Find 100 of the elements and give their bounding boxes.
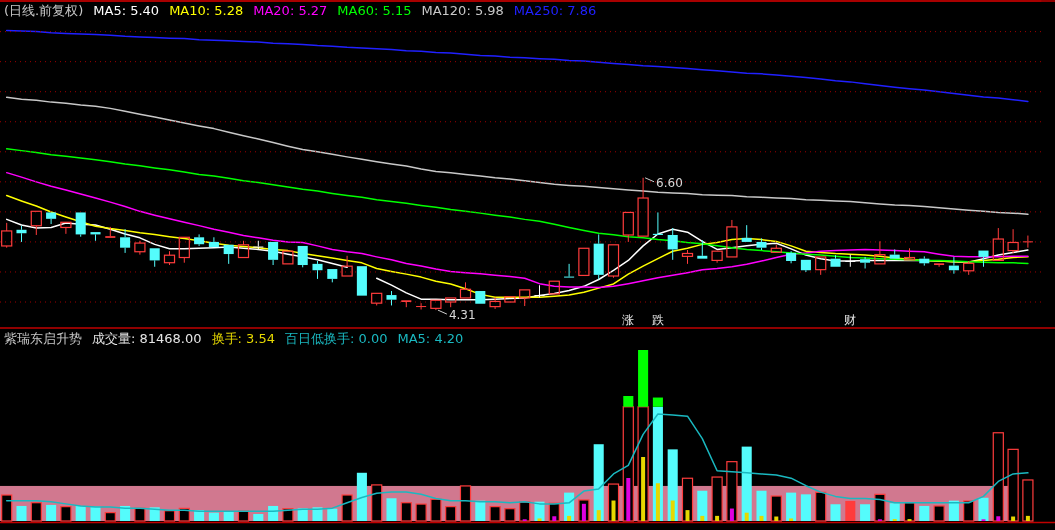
bar (889, 503, 900, 521)
text: MA5: 4.20 (397, 331, 464, 346)
bar (459, 485, 472, 522)
candlestick (401, 300, 412, 308)
bar (978, 497, 989, 521)
bar (593, 444, 604, 521)
bar (1022, 479, 1034, 522)
bar (715, 515, 720, 521)
bar (638, 350, 649, 407)
annotation: 4.31 (448, 308, 476, 323)
bar (163, 510, 176, 522)
candlestick (341, 255, 353, 277)
chart-title: 紫瑞东启升势 (4, 331, 82, 346)
candlestick (16, 225, 27, 243)
bar (623, 396, 634, 407)
candlestick (903, 247, 916, 261)
candlestick (934, 263, 945, 268)
text: MA5: 5.40 (93, 3, 160, 18)
bar (415, 503, 427, 522)
text: 百日低换手: 0.00 (285, 331, 388, 346)
bar (475, 500, 486, 521)
bar (178, 507, 190, 522)
bar (567, 515, 572, 521)
bar (1, 494, 13, 522)
candlestick (800, 259, 811, 273)
bar (386, 498, 397, 521)
bar (327, 508, 338, 521)
bar (30, 502, 42, 522)
candlestick (637, 177, 649, 237)
candlestick (1007, 228, 1019, 254)
candlestick (711, 250, 723, 264)
bar (134, 507, 146, 522)
candlestick (327, 269, 338, 283)
candlestick (830, 254, 841, 267)
category-label: 涨 (622, 313, 635, 327)
candlestick (548, 280, 560, 295)
candlestick (860, 256, 871, 269)
bar (800, 494, 811, 521)
bar (933, 505, 945, 522)
text: MA60: 5.15 (337, 3, 412, 18)
candlestick (815, 256, 827, 276)
candlestick (194, 233, 205, 247)
bar (641, 457, 646, 521)
candlestick (475, 291, 486, 304)
bar (700, 515, 705, 521)
candlestick (697, 239, 708, 259)
text: MA120: 5.98 (421, 3, 504, 18)
candlestick (845, 254, 856, 268)
bar (1025, 515, 1030, 521)
candlestick (741, 224, 752, 242)
bar (268, 505, 279, 521)
bar (845, 500, 856, 521)
candlestick (963, 260, 975, 276)
candlestick (282, 250, 294, 265)
text: MA20: 5.27 (253, 3, 328, 18)
bar (830, 504, 841, 521)
bar (860, 504, 871, 521)
candlestick (534, 284, 545, 298)
bar (744, 512, 749, 521)
bar (667, 449, 678, 521)
bar (741, 446, 752, 521)
bar (400, 502, 412, 522)
bar (504, 508, 516, 522)
candlestick (681, 249, 694, 265)
candlestick (889, 248, 900, 259)
bar (519, 501, 531, 522)
candlestick (105, 226, 116, 238)
bar (729, 508, 734, 521)
candlestick (726, 219, 738, 258)
candlestick (90, 232, 101, 242)
bar (1007, 448, 1019, 522)
bar (445, 506, 457, 522)
bar (104, 512, 116, 522)
candlestick (416, 302, 427, 311)
bar (903, 502, 916, 522)
bar (356, 472, 367, 521)
candlestick (134, 240, 146, 256)
candlestick (1022, 235, 1033, 249)
candlestick (208, 236, 219, 248)
bar (489, 506, 501, 522)
candlestick (578, 247, 590, 277)
candlestick (770, 244, 782, 253)
bar (253, 513, 264, 521)
candlestick (978, 250, 989, 268)
bar (874, 493, 886, 522)
candlestick (46, 212, 57, 225)
bar (670, 500, 675, 521)
bar (60, 506, 72, 522)
bar (789, 518, 794, 521)
candlestick (268, 241, 279, 266)
candlestick (149, 248, 160, 268)
category-label: 财 (844, 313, 857, 327)
candlestick (356, 266, 367, 296)
candlestick (312, 260, 323, 280)
candlestick (430, 299, 442, 311)
bar (919, 505, 930, 521)
bar (596, 510, 601, 521)
bar (697, 490, 708, 521)
bar (681, 477, 694, 522)
bar (552, 516, 557, 521)
